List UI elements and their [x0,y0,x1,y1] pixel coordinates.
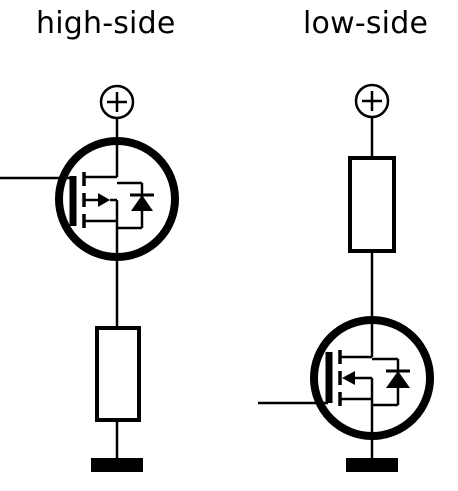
resistor-icon [95,326,141,422]
resistor-icon [348,156,396,253]
ground-bar-icon [346,458,398,472]
plus-terminal-icon [354,83,390,119]
mosfet-icon [310,316,434,440]
high-side-title: high-side [36,6,176,41]
low-side-title: low-side [303,6,429,41]
plus-terminal-icon [99,84,135,120]
ground-bar-icon [91,458,143,472]
high-side-circuit [0,84,179,472]
low-side-circuit [258,83,434,472]
